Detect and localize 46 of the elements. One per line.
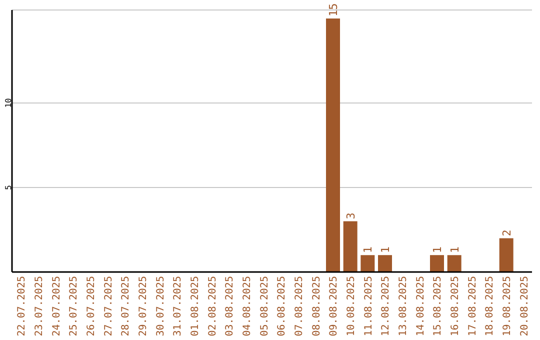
y-tick-label: 10 [4, 98, 13, 108]
x-tick-label: 20.08.2025 [519, 276, 530, 336]
x-tick-label: 15.08.2025 [432, 276, 444, 336]
x-tick-label: 25.07.2025 [68, 276, 80, 336]
data-label: 15 [327, 3, 340, 16]
x-tick-label: 03.08.2025 [224, 276, 236, 336]
bar [447, 255, 462, 272]
x-tick-label: 10.08.2025 [346, 276, 357, 336]
y-tick-label: 5 [4, 184, 13, 190]
x-tick-label: 16.08.2025 [450, 276, 461, 336]
x-tick-label: 17.08.2025 [467, 276, 478, 336]
data-label: 1 [362, 246, 375, 254]
x-tick-label: 13.08.2025 [398, 276, 409, 336]
bar [343, 221, 358, 272]
x-tick-label: 23.07.2025 [34, 276, 45, 336]
x-tick-label: 14.08.2025 [415, 276, 426, 336]
x-tick-label: 24.07.2025 [51, 276, 62, 336]
x-tick-label: 27.07.2025 [103, 276, 114, 336]
bar [360, 255, 375, 272]
data-label: 1 [448, 246, 462, 254]
x-tick-label: 02.08.2025 [207, 276, 218, 336]
x-tick-label: 07.08.2025 [294, 276, 305, 336]
x-tick-label: 26.07.2025 [86, 276, 97, 336]
bar [378, 255, 392, 272]
x-tick-label: 29.07.2025 [138, 276, 149, 336]
data-label: 1 [379, 246, 392, 254]
x-tick-label: 01.08.2025 [190, 276, 201, 336]
bar [499, 238, 514, 272]
data-label: 2 [500, 230, 514, 236]
x-tick-label: 22.07.2025 [16, 276, 28, 336]
x-tick-label: 11.08.2025 [363, 276, 374, 336]
x-tick-label: 18.08.2025 [484, 276, 496, 336]
x-tick-label: 05.08.2025 [259, 276, 270, 336]
bar [326, 18, 340, 272]
data-label: 1 [431, 246, 444, 254]
x-tick-label: 09.08.2025 [328, 276, 340, 336]
x-tick-label: 31.07.2025 [172, 276, 184, 336]
x-tick-label: 08.08.2025 [311, 276, 322, 336]
x-tick-label: 28.07.2025 [120, 276, 132, 336]
bar [430, 255, 444, 272]
x-tick-label: 12.08.2025 [380, 276, 392, 336]
x-tick-label: 06.08.2025 [276, 276, 288, 336]
x-tick-label: 19.08.2025 [502, 276, 513, 336]
x-tick-label: 30.07.2025 [155, 276, 166, 336]
data-label: 3 [344, 212, 358, 220]
x-tick-label: 04.08.2025 [242, 276, 253, 336]
